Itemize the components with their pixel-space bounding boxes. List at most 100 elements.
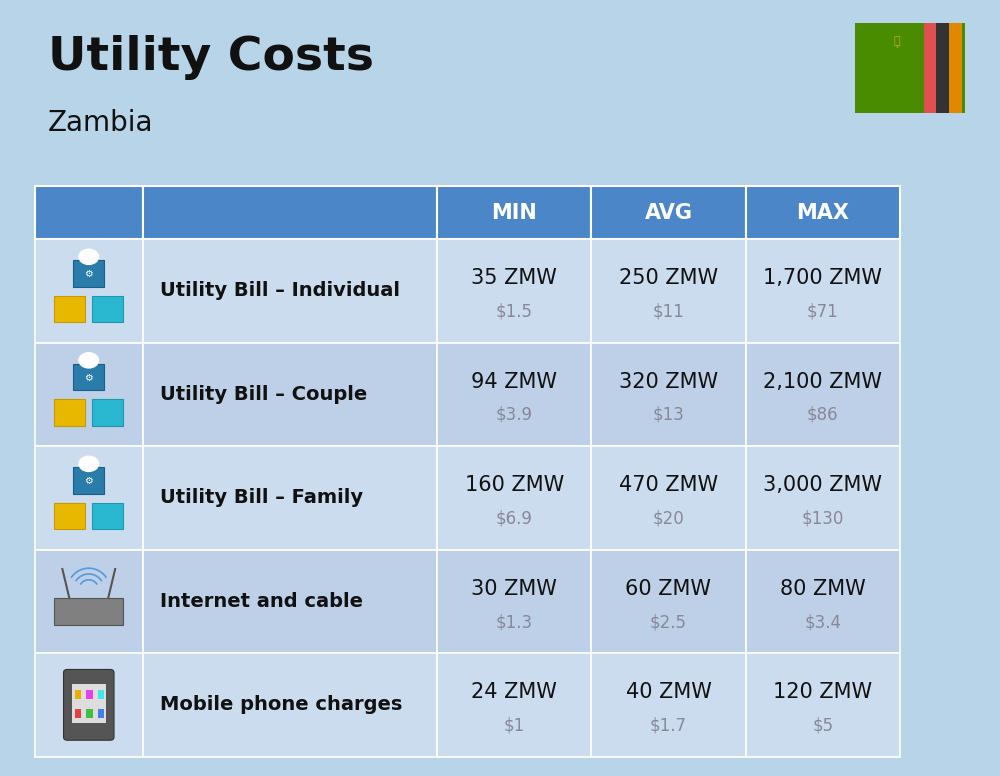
Bar <box>54 400 85 426</box>
Bar <box>746 342 900 446</box>
Bar <box>72 684 106 723</box>
Text: Utility Bill – Individual: Utility Bill – Individual <box>160 281 400 300</box>
Bar <box>591 342 746 446</box>
Bar <box>35 446 143 549</box>
Bar <box>54 296 85 322</box>
Text: 80 ZMW: 80 ZMW <box>780 579 866 599</box>
Text: 24 ZMW: 24 ZMW <box>471 682 557 702</box>
Text: Zambia: Zambia <box>48 109 154 137</box>
Bar <box>54 598 123 625</box>
Text: $1: $1 <box>504 716 525 735</box>
Text: 1,700 ZMW: 1,700 ZMW <box>763 268 882 289</box>
Bar <box>73 260 104 286</box>
Text: $3.4: $3.4 <box>804 613 841 631</box>
Text: $11: $11 <box>653 303 684 320</box>
Text: 160 ZMW: 160 ZMW <box>465 476 564 495</box>
Text: 60 ZMW: 60 ZMW <box>625 579 711 599</box>
Text: ⚙: ⚙ <box>84 269 93 279</box>
Bar <box>855 23 965 113</box>
Bar <box>591 549 746 653</box>
Circle shape <box>79 456 99 472</box>
Text: $130: $130 <box>802 510 844 528</box>
Bar <box>35 342 143 446</box>
Text: Utility Bill – Family: Utility Bill – Family <box>160 488 363 508</box>
Text: AVG: AVG <box>644 203 692 223</box>
Text: Utility Bill – Couple: Utility Bill – Couple <box>160 385 367 404</box>
Text: $5: $5 <box>812 716 833 735</box>
Bar <box>746 653 900 757</box>
Text: $1.7: $1.7 <box>650 716 687 735</box>
Bar <box>143 342 437 446</box>
Bar <box>143 239 437 342</box>
Bar <box>35 186 143 239</box>
Bar <box>746 446 900 549</box>
Bar <box>437 342 591 446</box>
Circle shape <box>79 249 99 265</box>
Text: $86: $86 <box>807 406 839 424</box>
Bar <box>591 186 746 239</box>
Text: 94 ZMW: 94 ZMW <box>471 372 557 392</box>
Text: 250 ZMW: 250 ZMW <box>619 268 718 289</box>
Bar <box>949 23 962 113</box>
Text: $1.5: $1.5 <box>496 303 533 320</box>
Bar <box>54 503 85 529</box>
Text: $6.9: $6.9 <box>496 510 533 528</box>
Bar <box>591 239 746 342</box>
Bar <box>746 186 900 239</box>
Text: 〜: 〜 <box>893 36 900 46</box>
Text: $1.3: $1.3 <box>496 613 533 631</box>
Bar <box>73 364 104 390</box>
Text: Mobile phone charges: Mobile phone charges <box>160 695 403 715</box>
Bar <box>746 239 900 342</box>
Text: Utility Costs: Utility Costs <box>48 35 374 80</box>
Text: 35 ZMW: 35 ZMW <box>471 268 557 289</box>
Bar <box>143 549 437 653</box>
Bar <box>746 549 900 653</box>
Text: $3.9: $3.9 <box>496 406 533 424</box>
Bar <box>143 186 437 239</box>
Text: $2.5: $2.5 <box>650 613 687 631</box>
Bar <box>936 23 949 113</box>
Bar <box>591 446 746 549</box>
Bar <box>35 653 143 757</box>
Bar <box>92 400 123 426</box>
Bar <box>73 467 104 494</box>
Bar <box>437 186 591 239</box>
Bar <box>437 446 591 549</box>
Text: ⚙: ⚙ <box>84 476 93 487</box>
Text: ˬ: ˬ <box>894 38 899 48</box>
Text: $71: $71 <box>807 303 839 320</box>
Bar <box>591 653 746 757</box>
Bar <box>92 296 123 322</box>
Text: $20: $20 <box>653 510 684 528</box>
Circle shape <box>79 353 99 368</box>
Bar <box>35 239 143 342</box>
FancyBboxPatch shape <box>64 670 114 740</box>
Text: 30 ZMW: 30 ZMW <box>471 579 557 599</box>
Bar <box>86 690 93 698</box>
Text: MIN: MIN <box>491 203 537 223</box>
Bar <box>98 709 104 718</box>
Bar <box>75 709 81 718</box>
Bar <box>143 653 437 757</box>
Text: 3,000 ZMW: 3,000 ZMW <box>763 476 882 495</box>
Bar <box>143 446 437 549</box>
Text: Internet and cable: Internet and cable <box>160 592 363 611</box>
Bar <box>98 690 104 698</box>
Text: 120 ZMW: 120 ZMW <box>773 682 872 702</box>
Text: 470 ZMW: 470 ZMW <box>619 476 718 495</box>
Bar <box>437 239 591 342</box>
Bar <box>75 690 81 698</box>
Text: $13: $13 <box>653 406 684 424</box>
Text: 40 ZMW: 40 ZMW <box>626 682 711 702</box>
Text: 2,100 ZMW: 2,100 ZMW <box>763 372 882 392</box>
Text: 320 ZMW: 320 ZMW <box>619 372 718 392</box>
Bar <box>35 549 143 653</box>
Text: MAX: MAX <box>796 203 849 223</box>
Bar <box>437 653 591 757</box>
Bar <box>924 23 936 113</box>
Bar <box>86 709 93 718</box>
Text: ⚙: ⚙ <box>84 372 93 383</box>
Bar <box>437 549 591 653</box>
Bar <box>92 503 123 529</box>
